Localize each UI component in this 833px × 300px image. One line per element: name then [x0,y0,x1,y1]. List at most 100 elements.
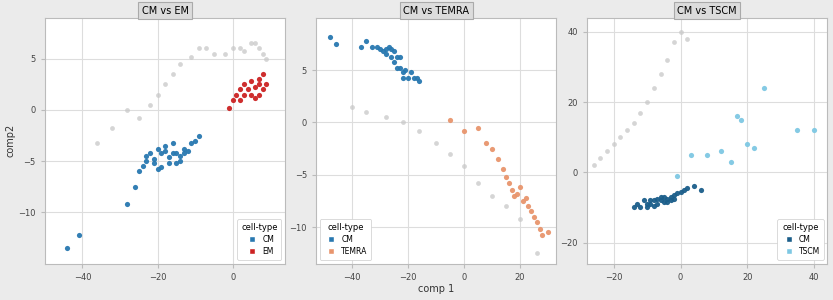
Title: CM vs TSCM: CM vs TSCM [677,6,737,16]
Point [181,148,194,153]
Point [536,233,549,238]
Point [140,159,153,164]
Point [260,56,273,61]
Point [614,135,627,140]
Point [471,181,485,185]
Y-axis label: comp2: comp2 [6,124,16,157]
Point [396,70,409,74]
Point [61,246,74,251]
Point [237,48,251,53]
Point [121,202,134,207]
Point [651,196,664,201]
Point [207,51,221,56]
Point [516,199,530,203]
Legend: CM, TEMRA: CM, TEMRA [320,219,372,260]
Point [387,59,401,64]
Point [128,184,142,189]
Point [166,72,179,76]
Point [393,55,407,60]
Point [162,155,176,160]
Point [192,133,206,138]
Point [222,106,236,110]
Point [346,104,359,109]
Point [230,92,243,97]
Point [457,128,471,133]
Point [132,116,146,121]
Point [667,193,681,197]
Point [200,46,213,51]
Point [365,45,378,50]
Point [226,97,239,102]
Point [393,66,407,70]
Point [185,54,198,59]
Point [410,76,423,81]
Point [399,68,412,72]
Point [248,41,262,46]
Point [407,76,421,81]
Point [248,95,262,100]
Point [521,204,535,208]
Point [379,47,392,52]
Point [684,152,697,157]
Point [496,167,510,172]
Point [661,200,674,205]
Point [155,151,168,155]
Point [106,126,119,131]
Point [511,191,524,196]
Point [677,188,691,192]
Point [714,149,727,154]
Point [681,36,694,41]
Point [396,76,409,81]
Point [143,102,157,107]
Point [158,148,172,153]
Point [513,216,526,221]
Point [147,157,161,161]
Legend: CM, EM: CM, EM [237,219,282,260]
Point [457,164,471,169]
Point [72,232,85,237]
Point [166,151,179,155]
Point [170,151,183,155]
Point [166,140,179,145]
Point [654,198,667,203]
Point [158,82,172,87]
Point [140,154,153,158]
Point [486,193,499,198]
Point [233,87,247,92]
Point [252,77,266,82]
Point [661,58,674,62]
Point [260,82,273,87]
Point [664,194,677,199]
Point [486,146,499,151]
X-axis label: comp 1: comp 1 [418,284,454,294]
Point [644,198,657,203]
Point [525,209,538,214]
Point [634,110,647,115]
Point [91,140,104,145]
Point [404,70,417,74]
Point [471,125,485,130]
Point [741,142,754,147]
Point [519,195,532,200]
Point [651,202,664,206]
Point [513,185,526,190]
Point [654,71,667,76]
Point [505,188,518,193]
Point [158,143,172,148]
Point [664,198,677,203]
Point [252,92,266,97]
Point [329,41,342,46]
Point [188,138,202,143]
Point [377,49,390,54]
Point [252,82,266,87]
Point [379,115,392,119]
Point [360,38,373,43]
Point [391,55,404,60]
Point [667,196,681,201]
Point [382,45,396,50]
Point [162,161,176,166]
Point [654,194,667,199]
Point [192,46,206,51]
Point [499,204,512,208]
Point [641,202,654,206]
